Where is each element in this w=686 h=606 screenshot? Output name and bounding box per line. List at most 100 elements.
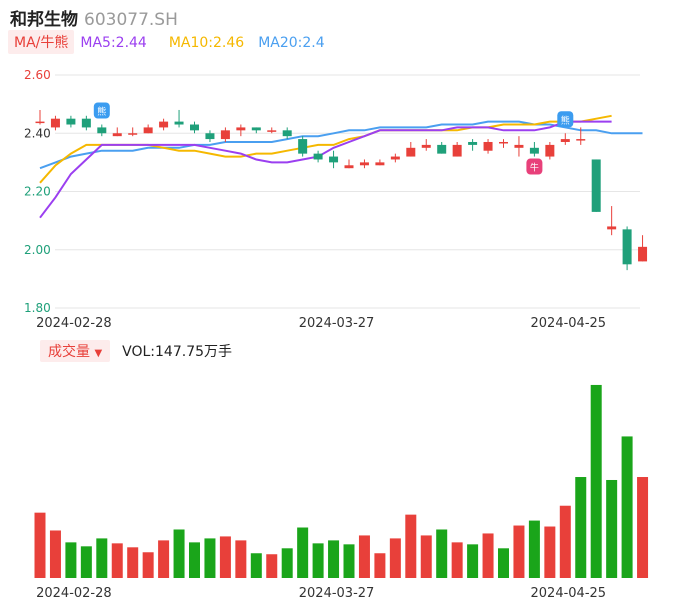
volume-bar [250, 553, 262, 578]
price-grid [55, 74, 640, 309]
volume-bar [281, 548, 293, 578]
volume-bar [266, 554, 278, 578]
candle-body [251, 127, 261, 131]
volume-bar [389, 538, 401, 578]
volume-bar [328, 540, 340, 578]
volume-bar [451, 542, 463, 578]
signal-markers: 熊牛 熊 [93, 102, 574, 175]
candle-body [66, 118, 76, 125]
ma10-label: MA10:2.46 [168, 35, 245, 51]
candle-body [174, 121, 184, 125]
stock-name: 和邦生物 [10, 10, 78, 30]
x-date-label: 2024-03-27 [299, 316, 375, 331]
candle-body [298, 139, 308, 154]
volume-bar [219, 536, 231, 578]
volume-bar [637, 477, 649, 578]
candle-body [514, 144, 524, 148]
volume-bar [343, 544, 355, 578]
candle-body [591, 159, 601, 212]
candle-body [638, 246, 648, 262]
dropdown-arrow-icon: ▼ [94, 348, 103, 359]
stock-code: 603077.SH [84, 10, 178, 30]
volume-bar [204, 538, 216, 578]
candle-body [607, 226, 617, 230]
ma-selector-button[interactable]: MA/牛熊 [8, 30, 75, 54]
candle-body [35, 121, 45, 124]
candle-body [313, 153, 323, 160]
price-axis-labels: 2.60 2.40 2.20 2.00 1.80 [24, 68, 51, 315]
signal-marker-label: 熊 [97, 106, 106, 118]
signal-marker-badge [93, 102, 110, 119]
volume-bar [482, 533, 494, 578]
volume-bar [358, 535, 370, 578]
candle-body [112, 133, 122, 137]
volume-bar [498, 548, 509, 578]
candle-body [452, 144, 462, 157]
x-date-label: 2024-02-28 [36, 586, 112, 601]
volume-bar [65, 542, 77, 578]
volume-bar [111, 543, 123, 578]
signal-marker-badge [526, 158, 543, 175]
volume-bar [528, 520, 540, 578]
volume-bar [467, 544, 479, 578]
volume-selector-label: 成交量 [48, 344, 90, 360]
volume-bar [80, 546, 92, 578]
candle-body [499, 141, 508, 144]
ma10-line [39, 114, 612, 184]
y-tick-label: 2.60 [24, 68, 51, 82]
ma20-label: MA20:2.4 [258, 35, 325, 51]
volume-bar [189, 542, 200, 578]
volume-bar [297, 527, 309, 578]
candle-body [576, 139, 586, 141]
candle-body [329, 156, 339, 163]
candle-body [159, 121, 169, 128]
candle-body [190, 124, 199, 131]
candle-body [267, 130, 277, 132]
volume-bar [127, 547, 139, 578]
volume-bar [405, 514, 417, 578]
price-date-labels: 2024-02-28 2024-03-27 2024-04-25 [36, 316, 606, 331]
candle-body [236, 127, 246, 131]
volume-bar [590, 384, 602, 578]
volume-bar [559, 505, 571, 578]
volume-bars [34, 384, 649, 578]
ma-legend: MA/牛熊 MA5:2.44 MA10:2.46 MA20:2.4 [8, 30, 325, 54]
volume-bar [34, 512, 46, 578]
signal-marker-badge [557, 111, 574, 128]
candle-body [390, 156, 400, 160]
candle-body [143, 127, 153, 134]
candlesticks [35, 109, 648, 271]
candle-body [421, 144, 431, 148]
x-date-label: 2024-04-25 [531, 316, 607, 331]
candle-body [359, 162, 369, 166]
ma5-label: MA5:2.44 [80, 35, 147, 51]
candle-body [344, 165, 354, 169]
y-tick-label: 2.20 [24, 185, 51, 199]
candle-body [97, 127, 107, 134]
candle-body [437, 144, 447, 154]
volume-selector-button[interactable]: 成交量 ▼ [40, 340, 111, 362]
ma5-line [39, 120, 612, 219]
candle-body [406, 147, 416, 157]
moving-average-lines [39, 114, 643, 219]
candle-body [81, 118, 91, 128]
volume-bar [235, 540, 247, 578]
candle-body [468, 141, 478, 145]
volume-bar [96, 538, 108, 578]
candle-body [205, 133, 215, 140]
stock-header: 和邦生物 603077.SH [10, 5, 178, 30]
volume-bar [312, 543, 324, 578]
candle-body [50, 118, 60, 128]
volume-bar [606, 479, 618, 578]
y-tick-label: 2.00 [24, 243, 51, 257]
volume-bar [142, 552, 154, 578]
candle-body [622, 229, 632, 265]
volume-bar [544, 526, 556, 578]
candle-body [282, 130, 292, 137]
volume-bar [374, 553, 386, 578]
x-date-label: 2024-02-28 [36, 316, 112, 331]
ma20-line [39, 120, 643, 170]
candle-body [128, 133, 138, 135]
x-date-label: 2024-04-25 [531, 586, 607, 601]
volume-bar [621, 436, 633, 578]
